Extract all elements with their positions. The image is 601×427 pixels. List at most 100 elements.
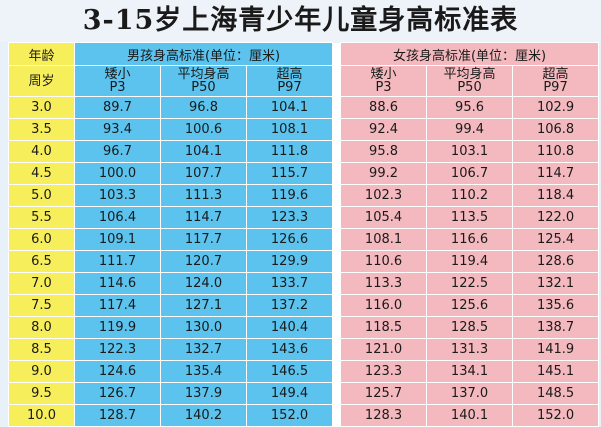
boys-group-header: 男孩身高标准(单位：厘米) (73, 42, 334, 66)
girl-col-header-p97: 超高 P97 (512, 65, 600, 97)
girl-p50-cell: 99.4 (426, 118, 514, 141)
girl-col-header-p3: 矮小 P3 (340, 65, 428, 97)
girl-p50-cell: 128.5 (426, 316, 514, 339)
boy-p97-cell: 146.5 (245, 360, 334, 383)
boy-p97-cell: 104.1 (245, 96, 334, 119)
column-gap (332, 162, 341, 185)
girl-p3-cell: 88.6 (340, 96, 428, 119)
column-gap (332, 228, 341, 251)
boy-p50-cell: 107.7 (160, 162, 247, 185)
column-gap (332, 140, 341, 163)
column-gap (332, 250, 341, 273)
boy-p50-cell: 114.7 (160, 206, 247, 229)
boy-p97-cell: 108.1 (245, 118, 334, 141)
age-unit-header: 周岁 (8, 65, 75, 97)
boy-p3-cell: 117.4 (74, 294, 161, 317)
column-gap (332, 316, 341, 339)
girl-p50-cell: 122.5 (426, 272, 514, 295)
boy-p50-cell: 96.8 (160, 96, 247, 119)
table-row: 3.0 89.7 96.8 104.1 88.6 95.6 102.9 (8, 96, 600, 119)
girl-p3-cell: 125.7 (340, 382, 428, 405)
boy-p97-cell: 152.0 (245, 404, 334, 427)
girl-p3-cell: 116.0 (340, 294, 428, 317)
girl-p97-cell: 106.8 (512, 118, 600, 141)
age-cell: 6.5 (8, 250, 75, 273)
age-cell: 3.5 (8, 118, 75, 141)
boy-p3-cell: 100.0 (74, 162, 161, 185)
age-cell: 5.5 (8, 206, 75, 229)
girl-p50-cell: 110.2 (426, 184, 514, 207)
boy-p50-cell: 132.7 (160, 338, 247, 361)
boy-p50-cell: 111.3 (160, 184, 247, 207)
table-row: 9.0 124.6 135.4 146.5 123.3 134.1 145.1 (8, 360, 600, 383)
boy-col-header-p97: 超高 P97 (245, 65, 334, 97)
boy-p50-cell: 130.0 (160, 316, 247, 339)
girl-p97-cell: 110.8 (512, 140, 600, 163)
girl-p3-cell: 92.4 (340, 118, 428, 141)
age-cell: 4.0 (8, 140, 75, 163)
girl-p50-cell: 131.3 (426, 338, 514, 361)
age-cell: 8.0 (8, 316, 75, 339)
boy-p3-cell: 126.7 (74, 382, 161, 405)
age-header: 年龄 (8, 42, 75, 66)
girl-p97-cell: 114.7 (512, 162, 600, 185)
girl-p50-cell: 119.4 (426, 250, 514, 273)
column-gap (332, 294, 341, 317)
age-cell: 7.5 (8, 294, 75, 317)
girl-p50-cell: 113.5 (426, 206, 514, 229)
table-row: 9.5 126.7 137.9 149.4 125.7 137.0 148.5 (8, 382, 600, 405)
boy-p50-cell: 135.4 (160, 360, 247, 383)
girl-p50-cell: 103.1 (426, 140, 514, 163)
boy-p97-cell: 115.7 (245, 162, 334, 185)
girl-p50-cell: 106.7 (426, 162, 514, 185)
boy-p3-cell: 114.6 (74, 272, 161, 295)
age-cell: 6.0 (8, 228, 75, 251)
girl-p50-cell: 134.1 (426, 360, 514, 383)
girl-p3-cell: 95.8 (340, 140, 428, 163)
girl-p3-cell: 110.6 (340, 250, 428, 273)
boy-p97-cell: 149.4 (245, 382, 334, 405)
age-cell: 3.0 (8, 96, 75, 119)
girl-p97-cell: 122.0 (512, 206, 600, 229)
age-cell: 4.5 (8, 162, 75, 185)
column-gap (332, 360, 341, 383)
boy-p50-cell: 140.2 (160, 404, 247, 427)
column-gap (332, 96, 341, 119)
table-row: 5.0 103.3 111.3 119.6 102.3 110.2 118.4 (8, 184, 600, 207)
girl-col-header-p50: 平均身高 P50 (426, 65, 514, 97)
girl-p50-cell: 125.6 (426, 294, 514, 317)
age-cell: 9.5 (8, 382, 75, 405)
girl-p97-cell: 145.1 (512, 360, 600, 383)
column-gap (332, 338, 341, 361)
girl-p97-cell: 152.0 (512, 404, 600, 427)
girl-p3-cell: 113.3 (340, 272, 428, 295)
boy-p97-cell: 129.9 (245, 250, 334, 273)
boy-p50-cell: 104.1 (160, 140, 247, 163)
column-gap (332, 404, 341, 427)
girl-p97-cell: 148.5 (512, 382, 600, 405)
boy-p50-cell: 137.9 (160, 382, 247, 405)
table-row: 5.5 106.4 114.7 123.3 105.4 113.5 122.0 (8, 206, 600, 229)
boy-p3-cell: 111.7 (74, 250, 161, 273)
boy-p3-cell: 119.9 (74, 316, 161, 339)
boy-p3-cell: 124.6 (74, 360, 161, 383)
girl-p50-cell: 137.0 (426, 382, 514, 405)
boy-p3-cell: 96.7 (74, 140, 161, 163)
age-cell: 5.0 (8, 184, 75, 207)
table-row: 10.0 128.7 140.2 152.0 128.3 140.1 152.0 (8, 404, 600, 427)
column-gap (332, 65, 341, 97)
boy-p97-cell: 126.6 (245, 228, 334, 251)
girl-p97-cell: 125.4 (512, 228, 600, 251)
boy-p3-cell: 89.7 (74, 96, 161, 119)
girl-p3-cell: 108.1 (340, 228, 428, 251)
boy-p50-cell: 117.7 (160, 228, 247, 251)
boy-p97-cell: 123.3 (245, 206, 334, 229)
girl-p3-cell: 99.2 (340, 162, 428, 185)
girl-p50-cell: 116.6 (426, 228, 514, 251)
girl-p97-cell: 135.6 (512, 294, 600, 317)
girl-p97-cell: 102.9 (512, 96, 600, 119)
table-row: 7.0 114.6 124.0 133.7 113.3 122.5 132.1 (8, 272, 600, 295)
column-gap (332, 206, 341, 229)
boy-p3-cell: 106.4 (74, 206, 161, 229)
boy-col-header-p3: 矮小 P3 (74, 65, 161, 97)
